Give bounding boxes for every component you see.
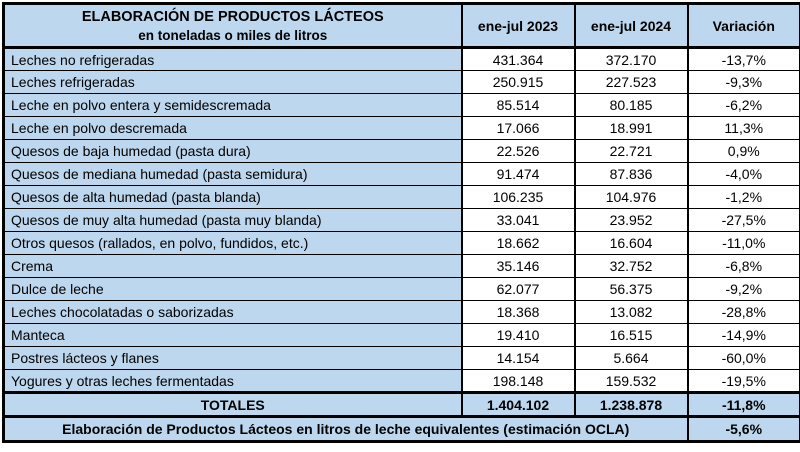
value-2023-cell: 250.915 [460, 70, 575, 94]
product-name-cell: Leches no refrigeradas [3, 47, 462, 71]
value-2024-cell: 23.952 [573, 208, 688, 232]
table-row: Leche en polvo entera y semidescremada 85… [3, 93, 800, 117]
value-2023-cell: 431.364 [460, 47, 575, 71]
value-2023-cell: 17.066 [460, 116, 575, 140]
totals-variation: -11,8% [686, 391, 800, 417]
table-row: Quesos de alta humedad (pasta blanda) 106… [3, 185, 800, 209]
footer-row: Elaboración de Productos Lácteos en litr… [3, 415, 800, 442]
value-2024-cell: 80.185 [573, 93, 688, 117]
value-2024-cell: 87.836 [573, 162, 688, 186]
table-row: Quesos de muy alta humedad (pasta muy bl… [3, 208, 800, 232]
value-2024-cell: 16.515 [573, 323, 688, 347]
variation-cell: -6,2% [686, 93, 800, 117]
product-name-cell: Quesos de baja humedad (pasta dura) [3, 139, 462, 163]
totals-2024: 1.238.878 [573, 391, 688, 417]
product-name-cell: Crema [3, 254, 462, 278]
table-row: Quesos de baja humedad (pasta dura) 22.52… [3, 139, 800, 163]
product-name-cell: Quesos de muy alta humedad (pasta muy bl… [3, 208, 462, 232]
product-name-cell: Postres lácteos y flanes [3, 346, 462, 370]
value-2023-cell: 19.410 [460, 323, 575, 347]
table-row: Postres lácteos y flanes 14.154 5.664 -60,0… [3, 346, 800, 370]
value-2024-cell: 18.991 [573, 116, 688, 140]
variation-cell: -27,5% [686, 208, 800, 232]
value-2024-cell: 372.170 [573, 47, 688, 71]
dairy-products-table: ELABORACIÓN DE PRODUCTOS LÁCTEOS en tone… [2, 2, 800, 443]
footer-label: Elaboración de Productos Lácteos en litr… [3, 415, 688, 442]
variation-cell: -14,9% [686, 323, 800, 347]
value-2024-cell: 16.604 [573, 231, 688, 255]
table-title-cell: ELABORACIÓN DE PRODUCTOS LÁCTEOS en tone… [3, 3, 462, 49]
table-row: Leches refrigeradas 250.915 227.523 -9,3% [3, 70, 800, 94]
product-name-cell: Quesos de alta humedad (pasta blanda) [3, 185, 462, 209]
product-name-cell: Dulce de leche [3, 277, 462, 301]
value-2023-cell: 106.235 [460, 185, 575, 209]
value-2023-cell: 62.077 [460, 277, 575, 301]
value-2023-cell: 33.041 [460, 208, 575, 232]
value-2024-cell: 56.375 [573, 277, 688, 301]
variation-cell: -60,0% [686, 346, 800, 370]
table-row: Yogures y otras leches fermentadas 198.14… [3, 369, 800, 393]
variation-cell: -9,2% [686, 277, 800, 301]
table-row: Leches chocolatadas o saborizadas 18.368 1… [3, 300, 800, 324]
variation-cell: -4,0% [686, 162, 800, 186]
product-name-cell: Quesos de mediana humedad (pasta semidur… [3, 162, 462, 186]
footer-variation: -5,6% [686, 415, 800, 442]
value-2023-cell: 22.526 [460, 139, 575, 163]
product-name-cell: Leches refrigeradas [3, 70, 462, 94]
table-footer: Elaboración de Productos Lácteos en litr… [3, 415, 800, 442]
column-header-variation: Variación [686, 3, 800, 49]
totals-row: TOTALES 1.404.102 1.238.878 -11,8% [3, 391, 800, 417]
variation-cell: 11,3% [686, 116, 800, 140]
table-header: ELABORACIÓN DE PRODUCTOS LÁCTEOS en tone… [3, 3, 800, 49]
variation-cell: -11,0% [686, 231, 800, 255]
table-row: Otros quesos (rallados, en polvo, fundid… [3, 231, 800, 255]
variation-cell: -9,3% [686, 70, 800, 94]
value-2024-cell: 227.523 [573, 70, 688, 94]
product-name-cell: Yogures y otras leches fermentadas [3, 369, 462, 393]
value-2023-cell: 18.662 [460, 231, 575, 255]
product-name-cell: Leche en polvo entera y semidescremada [3, 93, 462, 117]
variation-cell: -19,5% [686, 369, 800, 393]
totals-2023: 1.404.102 [460, 391, 575, 417]
table-title: ELABORACIÓN DE PRODUCTOS LÁCTEOS [81, 8, 384, 25]
value-2023-cell: 18.368 [460, 300, 575, 324]
table-row: Leche en polvo descremada 17.066 18.991 11,… [3, 116, 800, 140]
value-2023-cell: 14.154 [460, 346, 575, 370]
value-2023-cell: 198.148 [460, 369, 575, 393]
value-2024-cell: 13.082 [573, 300, 688, 324]
table-row: Dulce de leche 62.077 56.375 -9,2% [3, 277, 800, 301]
column-header-2023: ene-jul 2023 [460, 3, 575, 49]
variation-cell: 0,9% [686, 139, 800, 163]
variation-cell: -6,8% [686, 254, 800, 278]
value-2024-cell: 32.752 [573, 254, 688, 278]
product-name-cell: Manteca [3, 323, 462, 347]
variation-cell: -28,8% [686, 300, 800, 324]
value-2023-cell: 91.474 [460, 162, 575, 186]
value-2023-cell: 35.146 [460, 254, 575, 278]
value-2023-cell: 85.514 [460, 93, 575, 117]
product-name-cell: Otros quesos (rallados, en polvo, fundid… [3, 231, 462, 255]
totals-label: TOTALES [3, 391, 462, 417]
product-name-cell: Leche en polvo descremada [3, 116, 462, 140]
product-name-cell: Leches chocolatadas o saborizadas [3, 300, 462, 324]
value-2024-cell: 5.664 [573, 346, 688, 370]
table-row: Crema 35.146 32.752 -6,8% [3, 254, 800, 278]
table-row: Leches no refrigeradas 431.364 372.170 -13,… [3, 47, 800, 71]
table-row: Manteca 19.410 16.515 -14,9% [3, 323, 800, 347]
variation-cell: -13,7% [686, 47, 800, 71]
value-2024-cell: 22.721 [573, 139, 688, 163]
table-row: Quesos de mediana humedad (pasta semidur… [3, 162, 800, 186]
header-row: ELABORACIÓN DE PRODUCTOS LÁCTEOS en tone… [3, 3, 800, 49]
table-subtitle: en toneladas o miles de litros [138, 27, 328, 43]
value-2024-cell: 159.532 [573, 369, 688, 393]
variation-cell: -1,2% [686, 185, 800, 209]
column-header-2024: ene-jul 2024 [573, 3, 688, 49]
table-body: Leches no refrigeradas 431.364 372.170 -13,… [3, 47, 800, 417]
value-2024-cell: 104.976 [573, 185, 688, 209]
